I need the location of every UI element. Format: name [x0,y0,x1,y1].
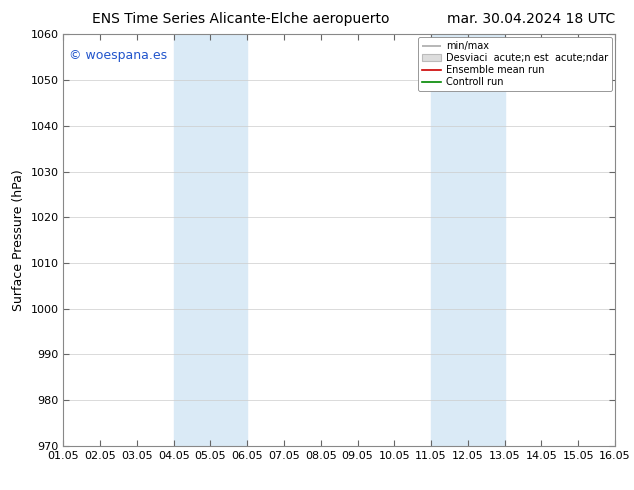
Legend: min/max, Desviaci  acute;n est  acute;ndar, Ensemble mean run, Controll run: min/max, Desviaci acute;n est acute;ndar… [418,37,612,91]
Bar [174,34,247,446]
Text: mar. 30.04.2024 18 UTC: mar. 30.04.2024 18 UTC [447,12,615,26]
Bar [431,34,505,446]
Y-axis label: Surface Pressure (hPa): Surface Pressure (hPa) [12,169,25,311]
Text: © woespana.es: © woespana.es [69,49,167,62]
Text: ENS Time Series Alicante-Elche aeropuerto: ENS Time Series Alicante-Elche aeropuert… [92,12,390,26]
